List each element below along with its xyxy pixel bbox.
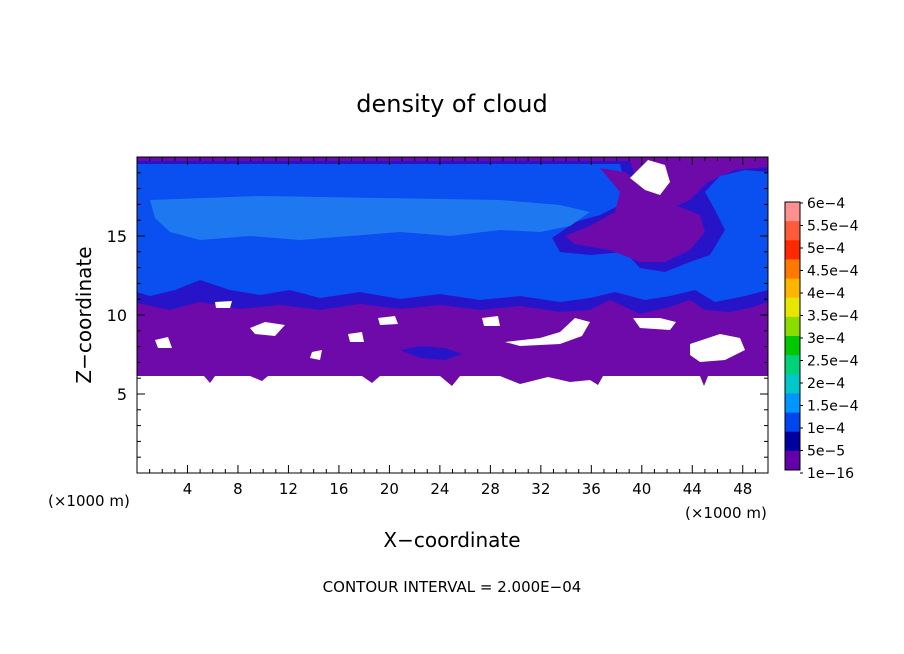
colorbar-swatch [785,336,800,356]
colorbar-label: 3e−4 [807,331,845,347]
colorbar-label: 6e−4 [807,196,845,212]
colorbar-label: 1e−4 [807,421,845,437]
colorbar-swatch [785,279,800,299]
x-tick-label: 28 [481,480,500,498]
y-axis-title: Z−coordinate [72,246,96,383]
colorbar-swatch [785,202,800,222]
colorbar-swatch [785,240,800,260]
x-tick-label: 16 [329,480,348,498]
colorbar-label: 4.5e−4 [807,264,859,280]
x-unit-label: (×1000 m) [685,504,767,522]
colorbar-swatch [785,221,800,241]
x-tick-label: 8 [233,480,243,498]
colorbar-swatch [785,374,800,394]
colorbar-swatch [785,259,800,279]
x-tick-label: 36 [582,480,601,498]
x-tick-label: 44 [683,480,702,498]
y-unit-label: (×1000 m) [48,492,130,510]
y-tick-label: 10 [107,306,127,325]
x-tick-label: 24 [430,480,449,498]
colorbar-label: 1.5e−4 [807,399,859,415]
colorbar-label: 5e−5 [807,444,845,460]
colorbar-swatch [785,298,800,318]
colorbar-swatch [785,317,800,337]
colorbar-label: 1e−16 [807,466,854,482]
colorbar-label: 4e−4 [807,286,845,302]
colorbar-swatch [785,393,800,413]
plot-area [137,157,768,473]
colorbar-label: 2e−4 [807,376,845,392]
x-tick-label: 12 [279,480,298,498]
x-tick-label: 40 [632,480,651,498]
x-tick-label: 20 [380,480,399,498]
colorbar-label: 3.5e−4 [807,309,859,325]
colorbar-swatch [785,413,800,433]
x-tick-label: 48 [733,480,752,498]
y-tick-label: 15 [107,227,127,246]
chart-title: density of cloud [356,90,547,118]
colorbar-label: 2.5e−4 [807,354,859,370]
colorbar-label: 5.5e−4 [807,219,859,235]
colorbar: 6e−4 5.5e−4 5e−4 4.5e−4 4e−4 3.5e−4 3e−4 2.5e−4… [785,196,859,482]
colorbar-swatch [785,355,800,375]
y-tick-label: 5 [117,385,127,404]
colorbar-swatch [785,451,800,471]
x-tick-label: 32 [531,480,550,498]
x-axis-title: X−coordinate [383,528,520,552]
contour-interval-note: CONTOUR INTERVAL = 2.000E−04 [323,578,582,596]
x-tick-label: 4 [183,480,193,498]
colorbar-swatch [785,432,800,452]
colorbar-label: 5e−4 [807,241,845,257]
